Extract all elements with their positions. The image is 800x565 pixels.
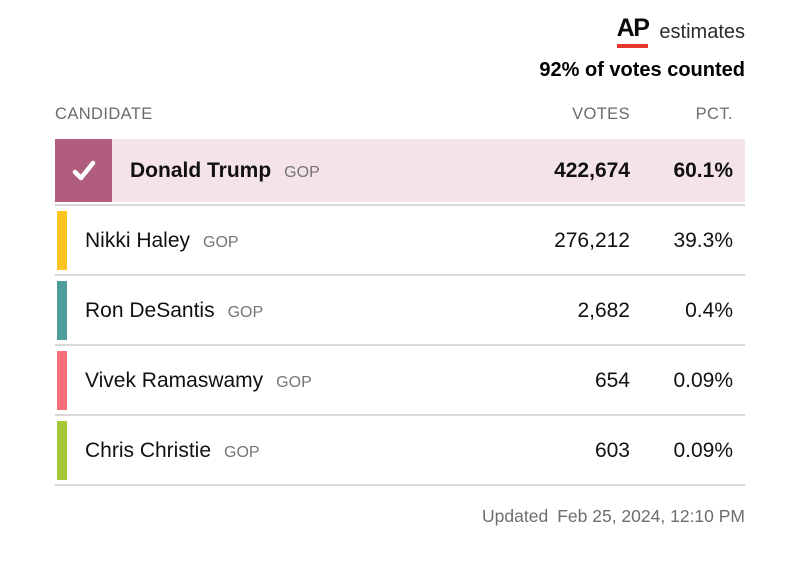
updated-timestamp: Updated Feb 25, 2024, 12:10 PM [482,506,745,527]
candidate-name-cell: Vivek Ramaswamy GOP [85,369,510,393]
ap-estimates-header: AP estimates 92% of votes counted [539,16,745,82]
row-separator [55,204,745,206]
candidate-color-bar [57,211,67,270]
column-header-candidate: CANDIDATE [55,105,153,123]
table-header-row: CANDIDATE VOTES PCT. [55,105,745,139]
candidate-party: GOP [227,303,264,321]
candidate-party: GOP [203,233,239,251]
estimates-label: estimates [659,21,745,43]
candidate-pct: 0.09% [673,438,733,462]
candidate-votes: 654 [594,368,630,392]
candidate-name-cell: Chris Christie GOP [85,439,510,463]
candidate-name: Chris Christie [85,438,212,462]
candidate-color-bar [57,281,67,340]
row-separator [55,274,745,276]
ap-logo-underline [616,44,649,48]
candidate-name: Donald Trump [130,158,272,182]
candidate-color-bar [57,421,67,480]
table-bottom-border [55,484,745,486]
candidate-party: GOP [284,163,320,181]
candidate-row-trump: Donald Trump GOP 422,674 60.1% [55,139,745,202]
ap-logo-line: AP estimates [539,16,745,48]
candidate-party: GOP [276,373,312,391]
ap-logo: AP [616,14,650,48]
row-separator [55,414,745,416]
column-header-pct: PCT. [695,105,733,123]
candidate-name: Ron DeSantis [85,298,215,322]
candidate-name-cell: Ron DeSantis GOP [85,299,510,323]
candidate-row-christie: Chris Christie GOP 603 0.09% [55,419,745,482]
candidate-name: Vivek Ramaswamy [85,368,264,392]
column-header-votes: VOTES [572,105,630,123]
candidate-votes: 2,682 [577,298,630,322]
checkmark-icon [72,160,95,180]
candidate-name-cell: Nikki Haley GOP [85,229,510,253]
candidate-votes: 603 [594,438,630,462]
row-separator [55,344,745,346]
votes-counted-label: 92% of votes counted [539,59,745,81]
candidate-name: Nikki Haley [85,228,191,252]
updated-time: Feb 25, 2024, 12:10 PM [557,506,745,526]
candidate-name-cell: Donald Trump GOP [130,159,510,183]
candidate-row-desantis: Ron DeSantis GOP 2,682 0.4% [55,279,745,342]
candidate-votes: 422,674 [554,158,630,182]
winner-checkmark-box [55,139,112,202]
candidate-pct: 39.3% [673,228,733,252]
candidate-votes: 276,212 [554,228,630,252]
candidate-pct: 0.4% [685,298,733,322]
updated-label: Updated [482,506,549,526]
candidate-pct: 0.09% [673,368,733,392]
results-table: CANDIDATE VOTES PCT. Donald Trump GOP 42… [55,105,745,489]
candidate-color-bar [57,351,67,410]
ap-logo-letters: AP [616,14,650,42]
candidate-party: GOP [224,443,260,461]
candidate-pct: 60.1% [673,158,733,182]
candidate-row-ramaswamy: Vivek Ramaswamy GOP 654 0.09% [55,349,745,412]
candidate-row-haley: Nikki Haley GOP 276,212 39.3% [55,209,745,272]
